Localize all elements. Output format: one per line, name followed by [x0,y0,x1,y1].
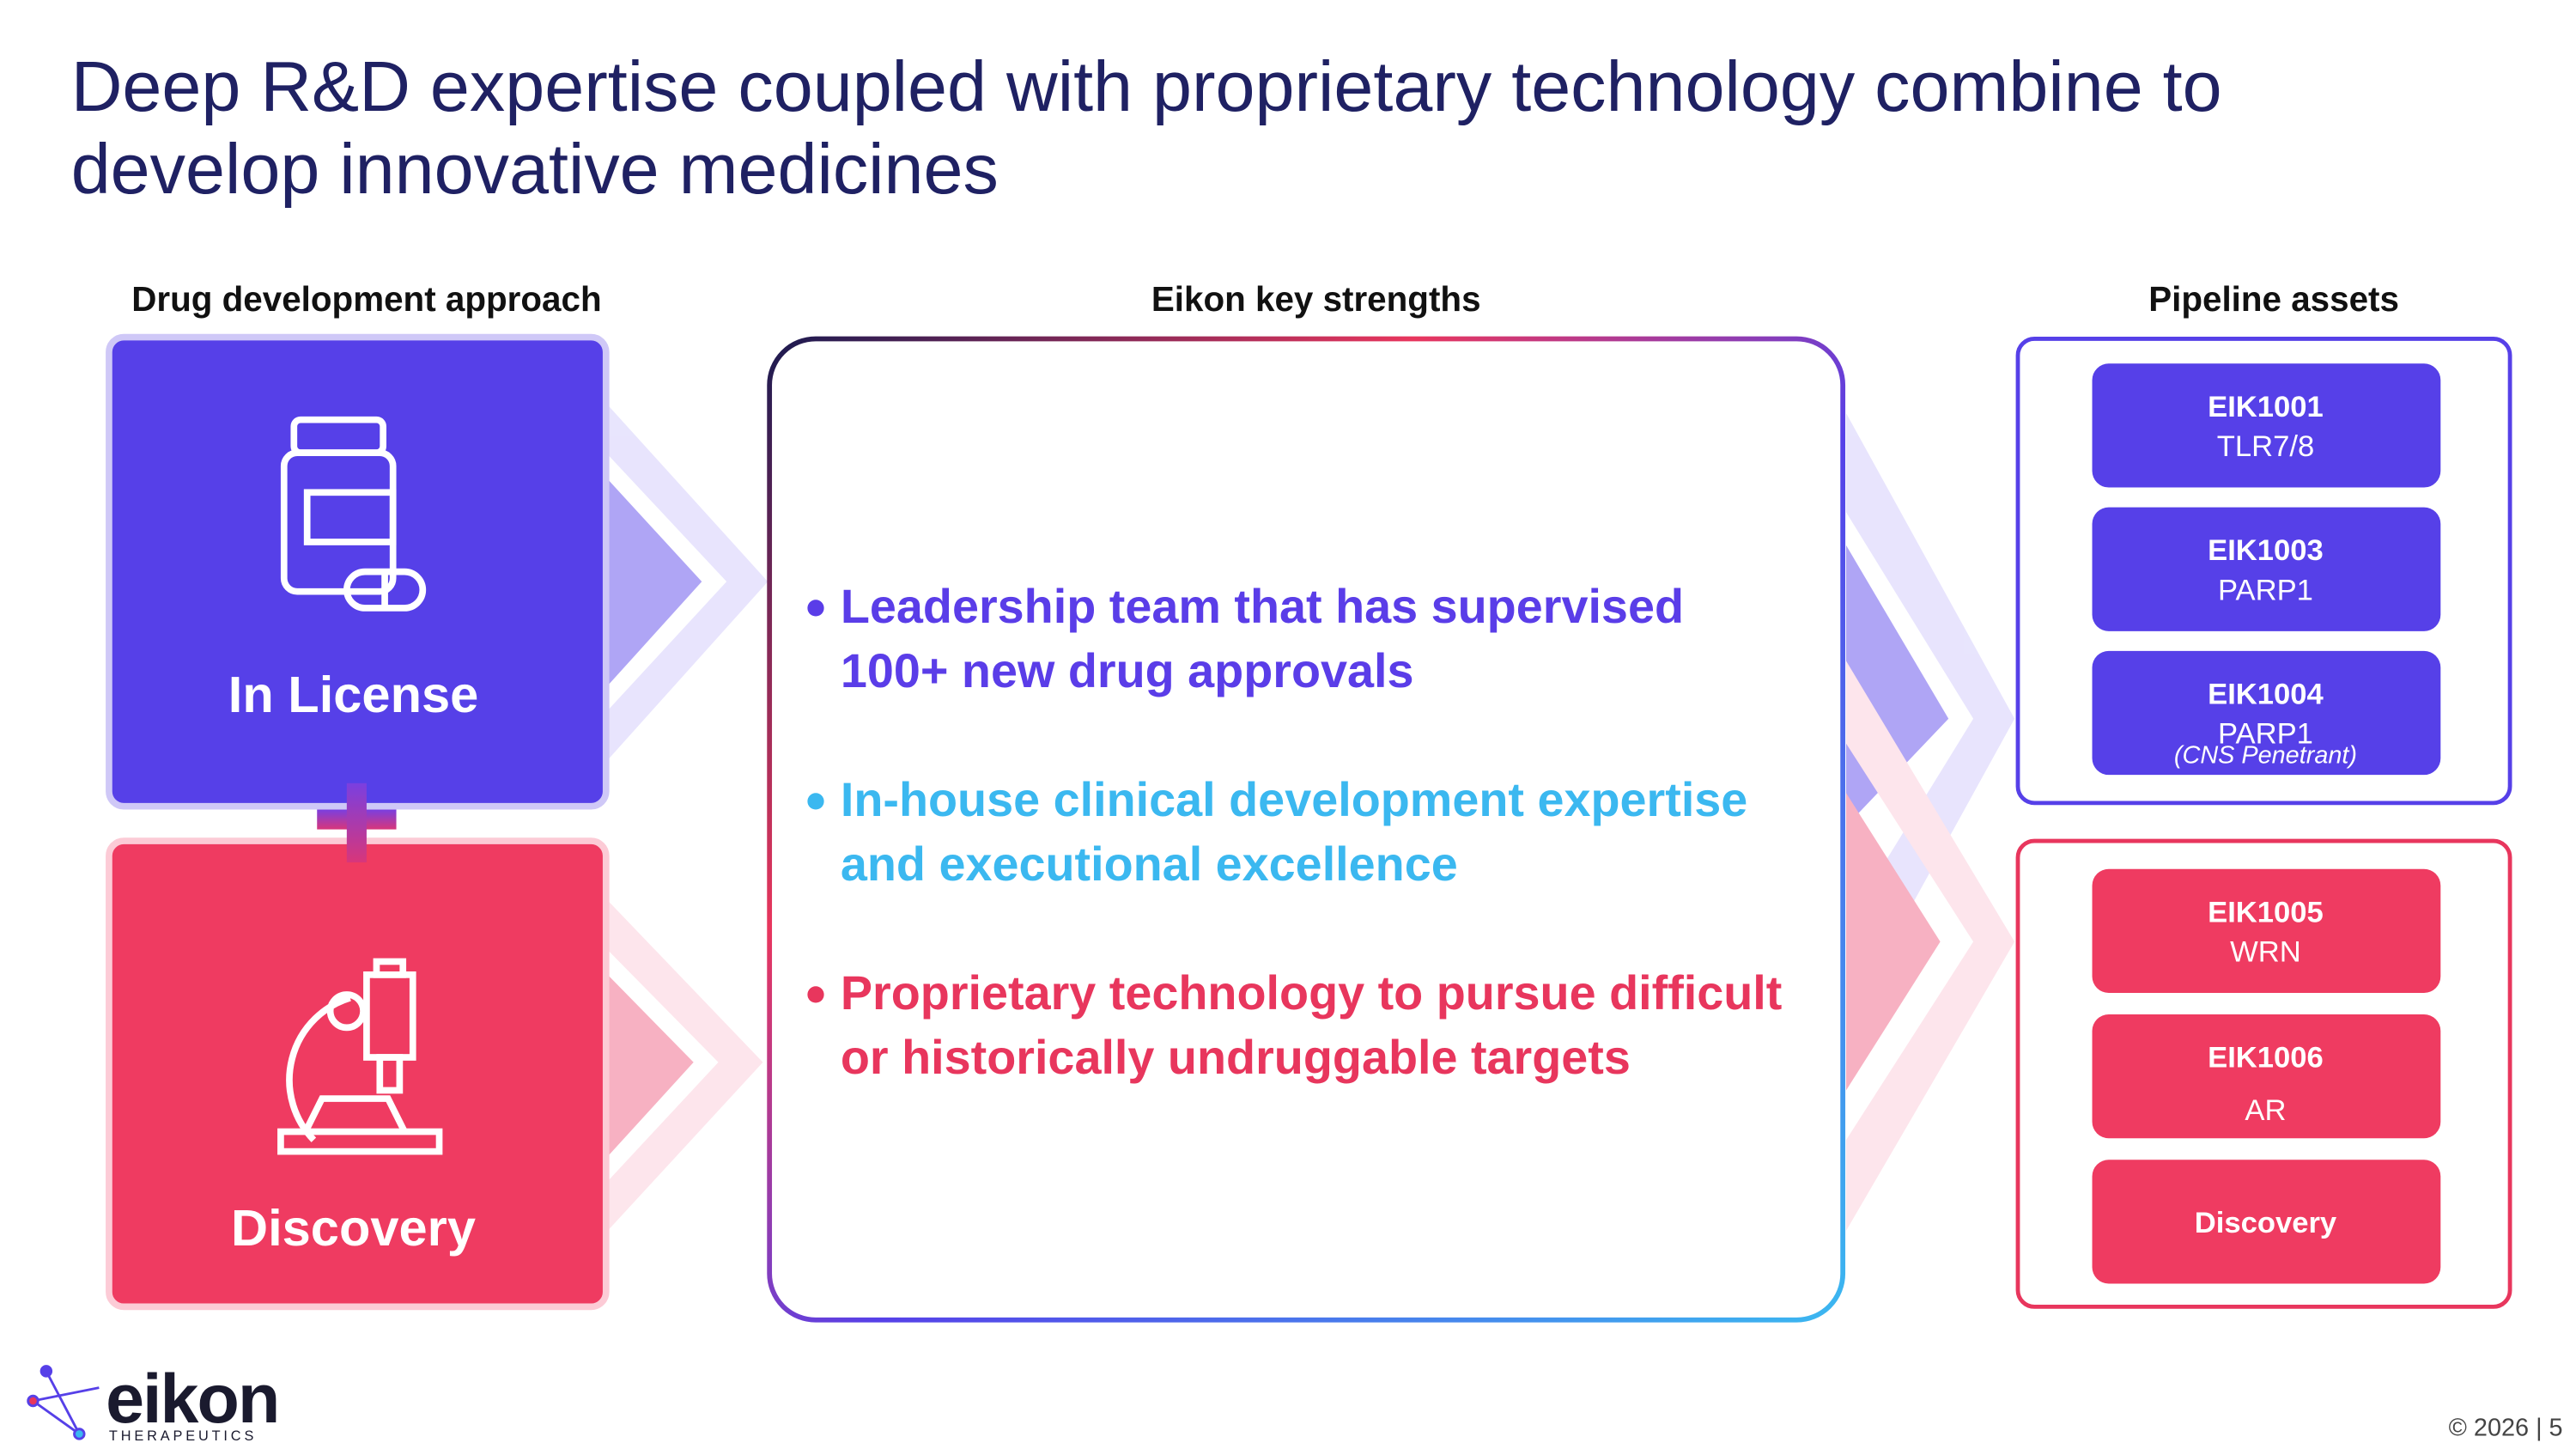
title: develop innovative medicines [71,129,999,209]
asset-name: Discovery [2195,1207,2337,1239]
column-heading: Drug development approach [131,279,601,319]
asset-note: (CNS Penetrant) [2174,742,2357,770]
bullet [807,986,824,1003]
asset-target: WRN [2230,935,2301,968]
column-heading: Pipeline assets [2148,279,2399,319]
strength-text: and executional excellence [841,837,1458,891]
asset-name: EIK1005 [2208,896,2324,928]
pipeline-asset [2092,1160,2441,1284]
strengths-box [767,336,1846,1323]
plus [346,782,367,863]
logo-mark [27,1365,100,1440]
strength-text: or historically undruggable targets [841,1031,1631,1084]
asset-name: EIK1001 [2208,391,2324,423]
asset-target: AR [2245,1094,2286,1127]
column-heading: Eikon key strengths [1151,279,1481,319]
asset-target: PARP1 [2218,718,2313,751]
pipeline-asset [2092,1014,2441,1139]
bottle-icon [280,416,427,612]
strength-text: Proprietary technology to pursue difficu… [841,966,1783,1020]
asset-name: EIK1004 [2208,678,2324,710]
strength-text: Leadership team that has supervised [841,580,1684,633]
approach-label: Discovery [231,1199,476,1257]
title: Deep R&D expertise coupled with propriet… [71,46,2222,126]
asset-name: EIK1003 [2208,534,2324,567]
approach-label: In License [228,666,479,723]
pipeline-asset [2092,507,2441,631]
strength-text: 100+ new drug approvals [841,644,1414,697]
logo-tagline: THERAPEUTICS [109,1428,257,1444]
bullet [807,793,824,810]
pipeline-asset [2092,363,2441,488]
chevrons [607,405,2015,1231]
footer: © 2026 | 5 [2449,1414,2563,1441]
strength-text: In-house clinical development expertise [841,773,1747,826]
asset-target: PARP1 [2218,574,2313,606]
pipeline-asset [2092,868,2441,993]
logo-name: eikon [106,1361,278,1438]
pipeline-asset [2092,650,2441,776]
asset-target: TLR7/8 [2217,430,2315,463]
asset-name: EIK1006 [2208,1042,2324,1075]
bullet [807,600,824,617]
microscope-icon [277,958,443,1155]
